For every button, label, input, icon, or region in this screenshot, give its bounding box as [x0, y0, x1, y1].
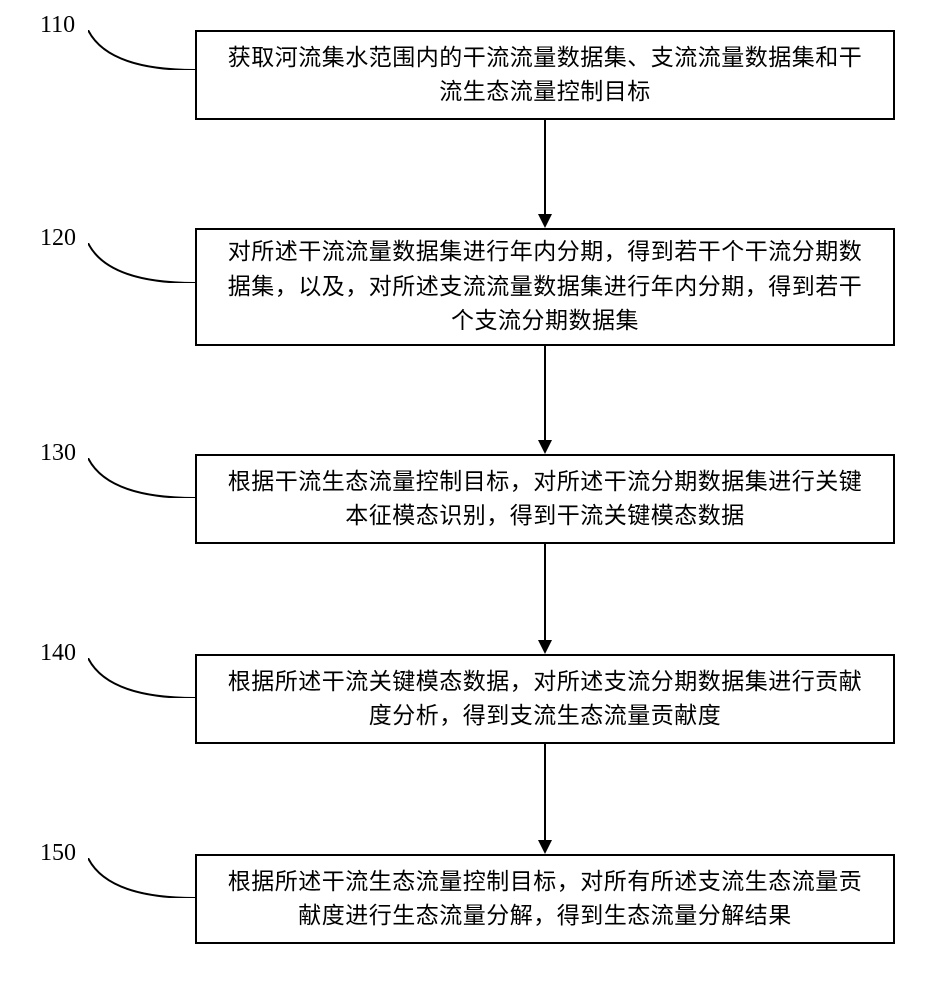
step-label-130: 130 [40, 440, 76, 467]
edge-130-140 [544, 544, 546, 640]
step-box-140: 根据所述干流关键模态数据，对所述支流分期数据集进行贡献度分析，得到支流生态流量贡… [195, 654, 895, 744]
step-label-140: 140 [40, 640, 76, 667]
connector-140 [88, 658, 195, 698]
edge-140-150 [544, 744, 546, 840]
step-box-110: 获取河流集水范围内的干流流量数据集、支流流量数据集和干流生态流量控制目标 [195, 30, 895, 120]
connector-150 [88, 858, 195, 898]
edge-120-130 [544, 346, 546, 440]
flowchart-container: 110 获取河流集水范围内的干流流量数据集、支流流量数据集和干流生态流量控制目标… [0, 0, 949, 1000]
arrow-120-130 [538, 440, 552, 454]
arrow-130-140 [538, 640, 552, 654]
arrow-140-150 [538, 840, 552, 854]
step-box-150: 根据所述干流生态流量控制目标，对所有所述支流生态流量贡献度进行生态流量分解，得到… [195, 854, 895, 944]
step-text-140: 根据所述干流关键模态数据，对所述支流分期数据集进行贡献度分析，得到支流生态流量贡… [217, 665, 873, 734]
step-label-120: 120 [40, 225, 76, 252]
step-text-120: 对所述干流流量数据集进行年内分期，得到若干个干流分期数据集，以及，对所述支流流量… [217, 235, 873, 339]
connector-120 [88, 243, 195, 283]
step-text-150: 根据所述干流生态流量控制目标，对所有所述支流生态流量贡献度进行生态流量分解，得到… [217, 865, 873, 934]
step-text-110: 获取河流集水范围内的干流流量数据集、支流流量数据集和干流生态流量控制目标 [217, 41, 873, 110]
arrow-110-120 [538, 214, 552, 228]
edge-110-120 [544, 120, 546, 214]
step-text-130: 根据干流生态流量控制目标，对所述干流分期数据集进行关键本征模态识别，得到干流关键… [217, 465, 873, 534]
step-box-130: 根据干流生态流量控制目标，对所述干流分期数据集进行关键本征模态识别，得到干流关键… [195, 454, 895, 544]
step-box-120: 对所述干流流量数据集进行年内分期，得到若干个干流分期数据集，以及，对所述支流流量… [195, 228, 895, 346]
connector-110 [88, 30, 195, 70]
step-label-110: 110 [40, 12, 75, 39]
connector-130 [88, 458, 195, 498]
step-label-150: 150 [40, 840, 76, 867]
